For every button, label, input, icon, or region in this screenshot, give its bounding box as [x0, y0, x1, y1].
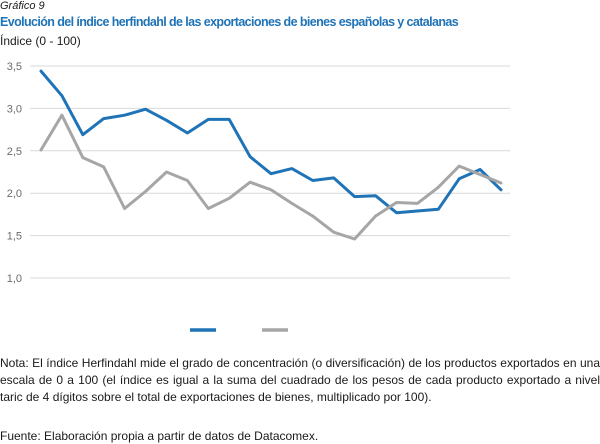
y-tick-label: 2,0: [7, 188, 22, 200]
y-tick-label: 2,5: [7, 146, 22, 158]
y-axis-ticks: 1,0 1,5 2,0 2,5 3,0 3,5: [7, 61, 22, 285]
y-tick-label: 3,5: [7, 61, 22, 73]
chart-note: Nota: El índice Herfindahl mide el grado…: [0, 356, 600, 404]
y-tick-label: 3,0: [7, 103, 22, 115]
figure-label: Gráfico 9: [0, 0, 45, 12]
y-tick-label: 1,5: [7, 231, 22, 243]
line-chart: 1,0 1,5 2,0 2,5 3,0 3,5: [7, 61, 510, 332]
chart-title: Evolución del índice herfindahl de las e…: [0, 15, 459, 29]
grid-layer: [30, 65, 510, 279]
chart-source: Fuente: Elaboración propia a partir de d…: [0, 429, 319, 443]
series-layer: [39, 69, 503, 241]
chart-subtitle: Índice (0 - 100): [0, 34, 81, 48]
y-tick-label: 1,0: [7, 273, 22, 285]
series-line-2: [39, 113, 503, 241]
